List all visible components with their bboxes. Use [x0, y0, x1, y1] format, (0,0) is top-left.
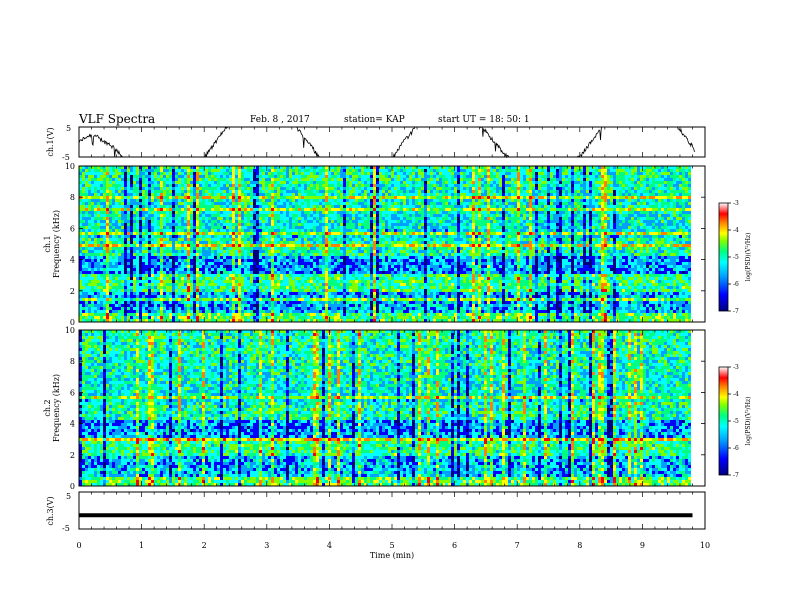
colorbar-tick-label: -7	[733, 308, 739, 315]
time-tick-label: 1	[139, 541, 144, 550]
colorbar-tick-label: -4	[733, 391, 739, 398]
time-tick-label: 10	[700, 541, 710, 550]
ch2-spectrogram-image	[79, 330, 691, 486]
time-tick-label: 7	[515, 541, 520, 550]
colorbar-tick-label: -3	[733, 364, 739, 371]
time-axis-tick-labels: 0 1 2 3 4 5 6 7 8 9 10	[76, 541, 710, 550]
time-tick-label: 4	[327, 541, 332, 550]
ch3-waveform-panel: 5 -5 ch.3(V)	[46, 492, 705, 533]
ch1-ytick-bottom: -5	[62, 153, 70, 162]
ch1-waveform-line	[79, 127, 695, 157]
ch2-spectrogram-panel: 0 2 4 6 8 10 ch.2 Frequency (kHz)	[43, 326, 705, 491]
freq-tick-label: 2	[70, 451, 75, 460]
ch2-colorbar-label: log(PSD)(V²/Hz)	[745, 397, 752, 446]
ch3-ytick-bottom: -5	[62, 524, 70, 533]
freq-tick-label: 0	[70, 482, 75, 491]
colorbar-tick-label: -5	[733, 418, 739, 425]
time-tick-label: 5	[389, 541, 394, 550]
freq-tick-label: 4	[70, 420, 75, 429]
ch2-spec-ylabel-channel: ch.2	[43, 399, 52, 416]
colorbar-tick-label: -3	[733, 200, 739, 207]
freq-tick-label: 4	[70, 256, 75, 265]
time-tick-label: 8	[577, 541, 582, 550]
time-axis-label: Time (min)	[370, 551, 414, 560]
ch3-ylabel: ch.3(V)	[46, 496, 55, 525]
header-station: station= KAP	[344, 115, 405, 125]
vlf-spectra-figure: VLF Spectra Feb. 8 , 2017 station= KAP s…	[0, 0, 792, 612]
freq-tick-label: 8	[70, 357, 75, 366]
header-date: Feb. 8 , 2017	[250, 115, 310, 125]
colorbar-tick-label: -5	[733, 254, 739, 261]
ch3-ytick-top: 5	[66, 492, 71, 501]
ch1-ytick-top: 5	[66, 124, 71, 133]
ch2-colorbar: -3 -4 -5 -6 -7 log(PSD)(V²/Hz)	[719, 364, 752, 479]
time-tick-label: 2	[202, 541, 207, 550]
ch1-spectrogram-image	[79, 166, 691, 322]
ch1-spec-ylabel-frequency: Frequency (kHz)	[52, 210, 61, 278]
time-tick-label: 3	[264, 541, 269, 550]
time-tick-label: 6	[452, 541, 457, 550]
colorbar-tick-label: -6	[733, 281, 739, 288]
colorbar-tick-label: -7	[733, 472, 739, 479]
colorbar-tick-label: -6	[733, 445, 739, 452]
time-tick-label: 0	[76, 541, 81, 550]
header-start-time: start UT = 18: 50: 1	[438, 115, 530, 125]
ch1-colorbar-label: log(PSD)(V²/Hz)	[745, 233, 752, 282]
time-tick-label: 9	[640, 541, 645, 550]
freq-tick-label: 6	[70, 224, 75, 233]
ch1-ylabel: ch.1(V)	[46, 127, 55, 156]
freq-tick-label: 10	[65, 326, 75, 335]
freq-tick-label: 8	[70, 193, 75, 202]
figure-title: VLF Spectra	[78, 112, 155, 126]
ch2-spec-ylabel-frequency: Frequency (kHz)	[52, 374, 61, 442]
ch1-colorbar: -3 -4 -5 -6 -7 log(PSD)(V²/Hz)	[719, 200, 752, 315]
freq-tick-label: 6	[70, 388, 75, 397]
freq-tick-label: 10	[65, 162, 75, 171]
ch1-spec-ylabel-channel: ch.1	[43, 235, 52, 252]
colorbar-tick-label: -4	[733, 227, 739, 234]
ch1-waveform-panel: 5 -5 ch.1(V)	[46, 124, 705, 162]
freq-tick-label: 2	[70, 287, 75, 296]
